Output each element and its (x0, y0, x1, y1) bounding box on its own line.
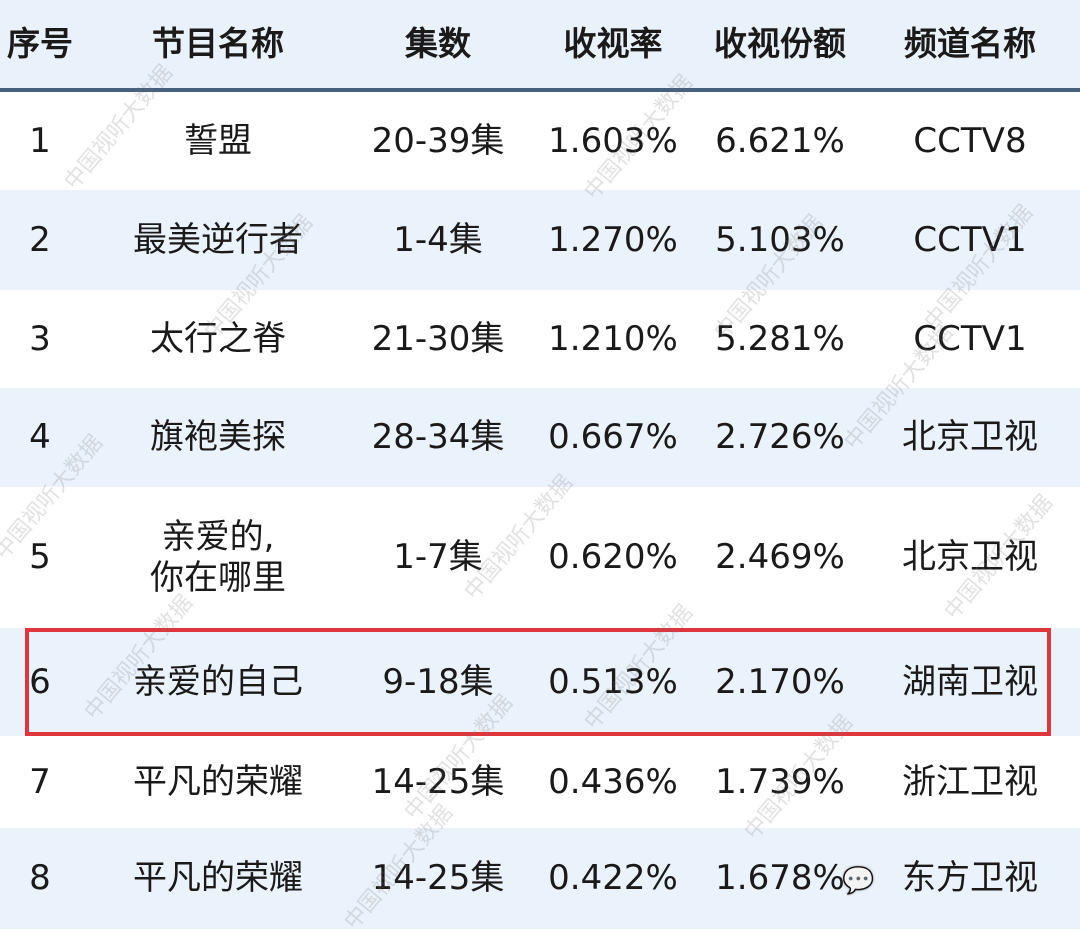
cell-index: 7 (29, 761, 51, 802)
cell-share: 5.103% (715, 219, 845, 260)
cell-channel: 浙江卫视 (902, 761, 1038, 802)
table-row: 4 旗袍美探 28-34集 0.667% 2.726% 北京卫视 (0, 388, 1080, 487)
cell-channel: 北京卫视 (902, 537, 1038, 578)
cell-rating: 0.620% (548, 537, 678, 578)
cell-index: 8 (29, 858, 51, 899)
cell-index: 2 (29, 219, 51, 260)
header-episodes: 集数 (405, 24, 471, 64)
cell-channel: CCTV8 (913, 120, 1027, 161)
cell-program: 最美逆行者 (133, 219, 303, 260)
cell-share: 2.170% (715, 661, 845, 702)
cell-program: 平凡的荣耀 (133, 858, 303, 899)
table-row: 8 平凡的荣耀 14-25集 0.422% 1.678% 东方卫视 (0, 828, 1080, 929)
cell-index: 5 (29, 537, 51, 578)
header-rating: 收视率 (563, 24, 663, 64)
cell-program: 平凡的荣耀 (133, 761, 303, 802)
cell-episodes: 28-34集 (371, 417, 505, 458)
wechat-icon: 💬 (842, 866, 875, 896)
cell-share: 1.739% (715, 761, 845, 802)
cell-index: 4 (29, 417, 51, 458)
cell-index: 1 (29, 120, 51, 161)
cell-share: 5.281% (715, 318, 845, 359)
cell-episodes: 1-7集 (393, 537, 483, 578)
cell-share: 6.621% (715, 120, 845, 161)
cell-episodes: 9-18集 (382, 661, 494, 702)
cell-rating: 1.270% (548, 219, 678, 260)
highlight-box (25, 628, 1051, 736)
header-index: 序号 (7, 24, 73, 64)
cell-rating: 0.422% (548, 858, 678, 899)
cell-episodes: 20-39集 (371, 120, 505, 161)
table-row: 1 誓盟 20-39集 1.603% 6.621% CCTV8 (0, 92, 1080, 190)
cell-rating: 1.603% (548, 120, 678, 161)
table-row-highlighted: 6 亲爱的自己 9-18集 0.513% 2.170% 湖南卫视 (0, 628, 1080, 736)
cell-channel: 北京卫视 (902, 417, 1038, 458)
cell-program: 亲爱的, 你在哪里 (150, 516, 286, 598)
cell-episodes: 14-25集 (371, 761, 505, 802)
table-row: 7 平凡的荣耀 14-25集 0.436% 1.739% 浙江卫视 (0, 736, 1080, 828)
cell-index: 3 (29, 318, 51, 359)
table-row: 2 最美逆行者 1-4集 1.270% 5.103% CCTV1 (0, 190, 1080, 290)
cell-channel: 湖南卫视 (902, 661, 1038, 702)
cell-channel: 东方卫视 (902, 858, 1038, 899)
cell-share: 2.469% (715, 537, 845, 578)
cell-episodes: 21-30集 (371, 318, 505, 359)
cell-channel: CCTV1 (913, 219, 1027, 260)
cell-program: 太行之脊 (150, 318, 286, 359)
table-row: 3 太行之脊 21-30集 1.210% 5.281% CCTV1 (0, 290, 1080, 388)
cell-program: 旗袍美探 (150, 417, 286, 458)
cell-channel: CCTV1 (913, 318, 1027, 359)
cell-episodes: 14-25集 (371, 858, 505, 899)
cell-program: 誓盟 (184, 120, 252, 161)
cell-rating: 0.513% (548, 661, 678, 702)
cell-rating: 0.436% (548, 761, 678, 802)
cell-program: 亲爱的自己 (133, 661, 303, 702)
cell-index: 6 (29, 661, 51, 702)
header-share: 收视份额 (714, 24, 846, 64)
cell-episodes: 1-4集 (393, 219, 483, 260)
cell-rating: 1.210% (548, 318, 678, 359)
cell-rating: 0.667% (548, 417, 678, 458)
cell-share: 2.726% (715, 417, 845, 458)
header-channel: 频道名称 (904, 24, 1036, 64)
cell-share: 1.678% (715, 858, 845, 899)
header-program: 节目名称 (152, 24, 284, 64)
table-row: 5 亲爱的, 你在哪里 1-7集 0.620% 2.469% 北京卫视 (0, 487, 1080, 628)
table-header: 序号 节目名称 集数 收视率 收视份额 频道名称 (0, 0, 1080, 92)
